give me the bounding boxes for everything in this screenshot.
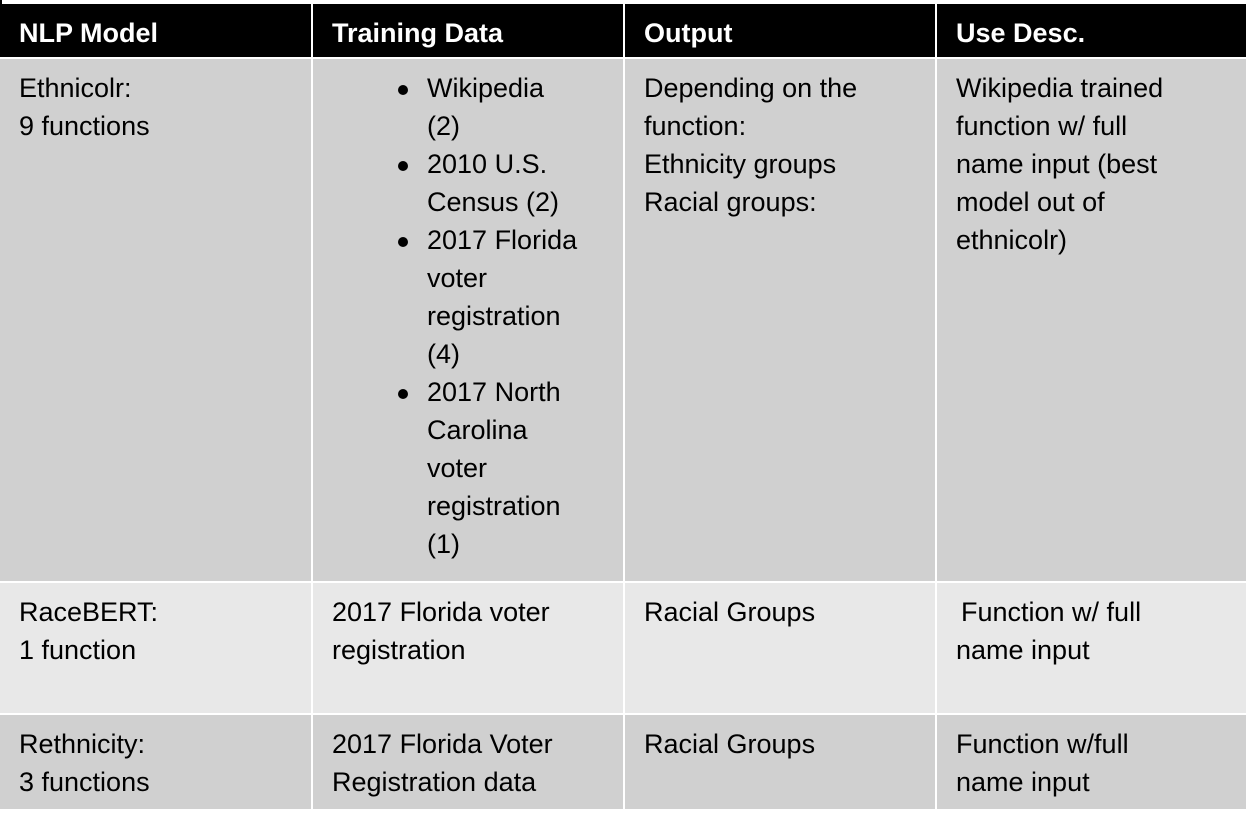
use-desc-text: Function w/ full <box>961 597 1142 627</box>
bullet-text: registration <box>427 491 561 521</box>
cell-model: Rethnicity: 3 functions <box>0 714 313 811</box>
training-text: registration <box>332 635 466 665</box>
cell-model: RaceBERT: 1 function <box>0 582 313 715</box>
bullet-text: Carolina <box>427 415 528 445</box>
training-text: Registration data <box>332 767 537 797</box>
nlp-models-table: NLP Model Training Data Output Use Desc.… <box>0 4 1246 811</box>
bullet-text: 2017 North <box>427 377 561 407</box>
bullet-icon <box>398 237 408 247</box>
use-desc-text: name input <box>956 635 1090 665</box>
use-desc-text: Function w/full <box>956 729 1129 759</box>
cell-output: Racial Groups <box>624 582 937 715</box>
use-desc-text: Wikipedia trained <box>956 73 1164 103</box>
cell-use-desc: Wikipedia trained function w/ full name … <box>936 58 1246 583</box>
table-row-rethnicity: Rethnicity: 3 functions 2017 Florida Vot… <box>0 714 1246 811</box>
use-desc-text: function w/ full <box>956 111 1128 141</box>
table-row-racebert: RaceBERT: 1 function 2017 Florida voter … <box>0 582 1246 715</box>
cell-training-data: Wikipedia (2) 2010 U.S. Census (2) 2017 … <box>312 58 625 583</box>
cell-output: Racial Groups <box>624 714 937 811</box>
model-functions: 9 functions <box>19 111 150 141</box>
use-desc-text: model out of <box>956 187 1105 217</box>
table-row-ethnicolr: Ethnicolr: 9 functions Wikipedia (2) 201… <box>0 58 1246 583</box>
header-use-desc: Use Desc. <box>936 4 1246 59</box>
output-text: Ethnicity groups <box>644 149 837 179</box>
list-item: 2017 North Carolina voter registration (… <box>332 373 611 563</box>
bullet-text: registration <box>427 301 561 331</box>
model-name: RaceBERT: <box>19 597 159 627</box>
bullet-icon <box>398 85 408 95</box>
header-training-data: Training Data <box>312 4 625 59</box>
model-name: Ethnicolr: <box>19 73 132 103</box>
list-item: Wikipedia (2) <box>332 69 611 145</box>
header-nlp-model: NLP Model <box>0 4 313 59</box>
model-functions: 1 function <box>19 635 137 665</box>
cell-use-desc: Function w/ full name input <box>936 582 1246 715</box>
use-desc-text: name input <box>956 767 1090 797</box>
bullet-text: voter <box>427 453 488 483</box>
header-output: Output <box>624 4 937 59</box>
output-text: Racial Groups <box>644 729 816 759</box>
list-item: 2017 Florida voter registration (4) <box>332 221 611 373</box>
training-text: 2017 Florida Voter <box>332 729 553 759</box>
output-text: Depending on the <box>644 73 858 103</box>
list-item: 2010 U.S. Census (2) <box>332 145 611 221</box>
training-data-list: Wikipedia (2) 2010 U.S. Census (2) 2017 … <box>332 69 611 563</box>
bullet-text: 2017 Florida <box>427 225 578 255</box>
model-functions: 3 functions <box>19 767 150 797</box>
bullet-text: Census (2) <box>427 187 560 217</box>
model-name: Rethnicity: <box>19 729 146 759</box>
cell-output: Depending on the function: Ethnicity gro… <box>624 58 937 583</box>
bullet-text: voter <box>427 263 488 293</box>
output-text: Racial Groups <box>644 597 816 627</box>
use-desc-text: ethnicolr) <box>956 225 1068 255</box>
cell-training-data: 2017 Florida Voter Registration data <box>312 714 625 811</box>
bullet-text: (1) <box>427 529 460 559</box>
bullet-text: Wikipedia <box>427 73 545 103</box>
training-text: 2017 Florida voter <box>332 597 550 627</box>
cell-use-desc: Function w/full name input <box>936 714 1246 811</box>
bullet-text: (2) <box>427 111 460 141</box>
use-desc-text: name input (best <box>956 149 1158 179</box>
bullet-icon <box>398 161 408 171</box>
cell-training-data: 2017 Florida voter registration <box>312 582 625 715</box>
bullet-text: 2010 U.S. <box>427 149 548 179</box>
output-text: Racial groups: <box>644 187 817 217</box>
output-text: function: <box>644 111 747 141</box>
bullet-icon <box>398 389 408 399</box>
cell-model: Ethnicolr: 9 functions <box>0 58 313 583</box>
bullet-text: (4) <box>427 339 460 369</box>
header-row: NLP Model Training Data Output Use Desc. <box>0 4 1246 59</box>
